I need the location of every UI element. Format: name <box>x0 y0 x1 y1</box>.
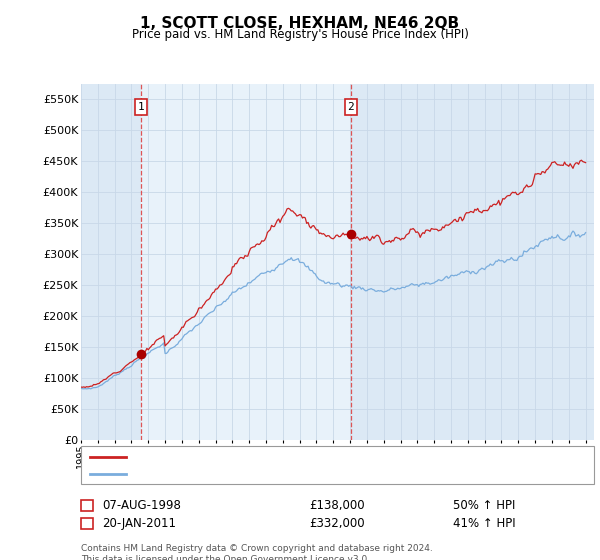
Text: Price paid vs. HM Land Registry's House Price Index (HPI): Price paid vs. HM Land Registry's House … <box>131 28 469 41</box>
Text: 50% ↑ HPI: 50% ↑ HPI <box>453 498 515 512</box>
Text: 41% ↑ HPI: 41% ↑ HPI <box>453 517 515 530</box>
Text: 20-JAN-2011: 20-JAN-2011 <box>102 517 176 530</box>
Text: 1: 1 <box>138 102 145 112</box>
Text: 1: 1 <box>83 500 91 510</box>
Text: 1, SCOTT CLOSE, HEXHAM, NE46 2QB: 1, SCOTT CLOSE, HEXHAM, NE46 2QB <box>140 16 460 31</box>
Text: Contains HM Land Registry data © Crown copyright and database right 2024.
This d: Contains HM Land Registry data © Crown c… <box>81 544 433 560</box>
Text: £332,000: £332,000 <box>309 517 365 530</box>
Text: 2: 2 <box>83 519 91 529</box>
Text: 1, SCOTT CLOSE, HEXHAM, NE46 2QB (detached house): 1, SCOTT CLOSE, HEXHAM, NE46 2QB (detach… <box>132 452 423 462</box>
Text: 2: 2 <box>347 102 355 112</box>
Text: £138,000: £138,000 <box>309 498 365 512</box>
Bar <box>141 84 351 440</box>
Text: 07-AUG-1998: 07-AUG-1998 <box>102 498 181 512</box>
Text: HPI: Average price, detached house, Northumberland: HPI: Average price, detached house, Nort… <box>132 469 411 479</box>
